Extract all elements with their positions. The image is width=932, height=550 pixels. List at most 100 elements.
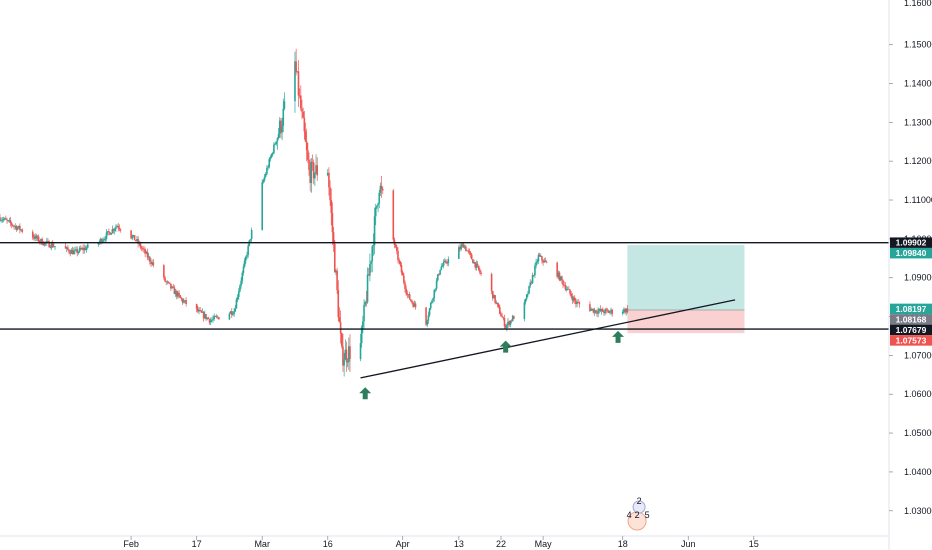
arrow-up-icon[interactable] [612, 330, 625, 343]
price-badge: 1.08197 [890, 303, 932, 315]
candle-body [364, 301, 367, 305]
candle [374, 203, 377, 226]
candle [398, 257, 400, 264]
candle-body [12, 225, 14, 227]
candle-body [235, 299, 238, 309]
time-axis[interactable]: Feb 17 Mar 16 Apr 13 22 May 18 Jun 15 [0, 535, 889, 549]
candle [365, 290, 368, 307]
candle [502, 316, 505, 321]
candle [201, 308, 204, 313]
position-target-zone[interactable] [627, 245, 745, 311]
candle [240, 277, 242, 289]
candle-body [399, 261, 402, 266]
candle [573, 295, 576, 305]
candle [302, 107, 304, 119]
candle [496, 302, 499, 308]
candle [213, 313, 216, 322]
price-axis[interactable]: 1.16000 1.15000 1.14000 1.13000 1.12000 1.110… [888, 0, 932, 550]
candle-body [465, 246, 467, 251]
candle [1, 217, 4, 223]
candle [592, 308, 595, 314]
candle [507, 318, 509, 329]
candle [281, 117, 283, 141]
candle [113, 227, 116, 235]
candle-body [431, 300, 433, 304]
candle-body [338, 317, 341, 323]
candle [234, 304, 237, 313]
candle [146, 248, 149, 261]
trendline[interactable] [360, 299, 736, 379]
candle [241, 270, 244, 284]
candle-body [538, 254, 541, 257]
y-tick-label: 1.05000 [904, 428, 932, 438]
candle-body [178, 292, 180, 296]
candle-body [439, 269, 441, 275]
candle [12, 224, 14, 228]
candle-body [539, 256, 542, 257]
candle-body [82, 248, 84, 251]
candle-body [78, 248, 81, 252]
candle-body [473, 262, 475, 264]
candle [373, 207, 376, 255]
events-count-label: 5 [645, 510, 650, 520]
arrow-up-icon[interactable] [499, 340, 512, 353]
candle-body [232, 314, 234, 315]
x-tick-label: 16 [323, 539, 333, 549]
candle-body [333, 243, 336, 273]
candle [623, 307, 625, 314]
candle-body [281, 125, 283, 133]
candle-body [118, 227, 121, 230]
candle [572, 295, 575, 303]
candle [168, 282, 171, 285]
candle [596, 309, 598, 317]
candle [178, 290, 180, 299]
candle-body [610, 309, 612, 312]
candle [578, 301, 581, 308]
candle-body [611, 309, 613, 314]
candle [218, 316, 220, 320]
candle [443, 258, 446, 263]
candle [261, 179, 263, 231]
candle [35, 233, 38, 242]
candle [493, 294, 495, 299]
candle [397, 247, 399, 264]
candle-body [442, 261, 445, 266]
candle [466, 250, 468, 252]
candle-body [410, 299, 412, 301]
candle-body [174, 291, 177, 295]
candle-body [467, 250, 470, 252]
candle-body [5, 218, 7, 220]
candle [115, 224, 117, 232]
candle-body [349, 346, 351, 360]
candle-body [312, 162, 315, 179]
arrow-up-icon[interactable] [359, 387, 372, 400]
candle [166, 280, 169, 285]
candle [364, 300, 367, 308]
candle-body [440, 266, 443, 270]
candle-body [65, 247, 68, 249]
candle [577, 298, 580, 304]
price-badge-label: 1.07573 [896, 335, 927, 345]
candle [363, 299, 365, 329]
candle-body [132, 235, 135, 237]
candle [34, 233, 36, 242]
candle-body [175, 291, 178, 297]
candle [511, 314, 514, 322]
candle-body [532, 275, 535, 276]
candle [506, 323, 508, 332]
events-flag-icon[interactable] [632, 500, 646, 514]
candle [195, 303, 198, 313]
events-count-label: 2 [637, 496, 642, 506]
candle [568, 286, 570, 290]
candle-body [600, 309, 603, 312]
price-badge-label: 1.08197 [896, 304, 927, 314]
candle [394, 243, 397, 249]
events-count-label: 4 [627, 510, 632, 520]
candle [435, 277, 438, 291]
candle [348, 337, 350, 371]
candle-body [407, 294, 410, 296]
candle [434, 288, 437, 293]
candle [527, 290, 529, 297]
candle-body [10, 223, 13, 226]
